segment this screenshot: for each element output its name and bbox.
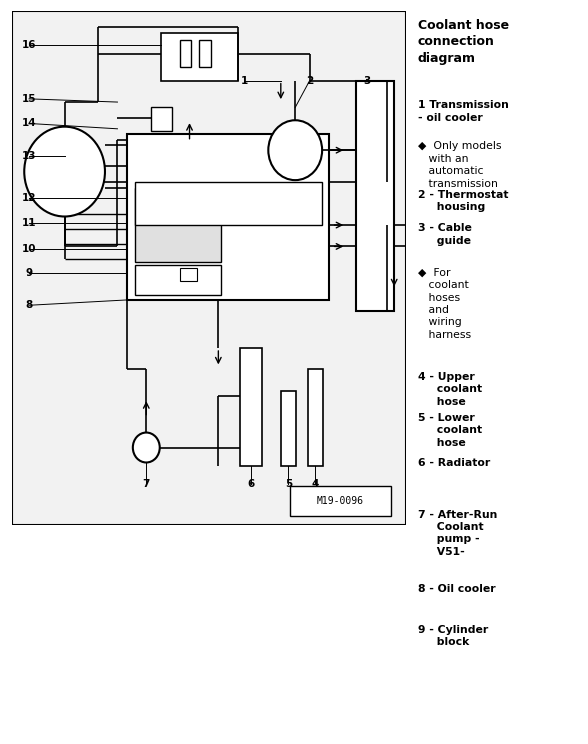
Circle shape <box>133 432 160 463</box>
Text: 9 - Cylinder
     block: 9 - Cylinder block <box>417 625 488 647</box>
Text: 15: 15 <box>22 94 36 104</box>
Bar <box>308 370 323 466</box>
Text: 8 - Oil cooler: 8 - Oil cooler <box>417 584 495 594</box>
Bar <box>151 107 172 131</box>
Text: 5 - Lower
     coolant
     hose: 5 - Lower coolant hose <box>417 413 482 448</box>
Text: 13: 13 <box>22 150 36 161</box>
Bar <box>290 486 391 516</box>
Circle shape <box>268 121 322 180</box>
Text: 2 - Thermostat
     housing: 2 - Thermostat housing <box>417 190 508 212</box>
Text: 7: 7 <box>143 479 150 489</box>
Text: 8: 8 <box>25 301 33 310</box>
Text: 3 - Cable
     guide: 3 - Cable guide <box>417 223 472 246</box>
Text: 11: 11 <box>22 218 36 228</box>
Text: 2: 2 <box>306 76 313 86</box>
Text: 6: 6 <box>248 479 255 489</box>
Circle shape <box>24 126 105 217</box>
Bar <box>158 140 165 148</box>
Bar <box>161 33 238 80</box>
Bar <box>240 348 262 466</box>
Text: 4: 4 <box>312 479 319 489</box>
Bar <box>135 187 221 263</box>
Bar <box>180 40 192 67</box>
Text: 9: 9 <box>25 268 32 278</box>
Text: 16: 16 <box>22 40 36 51</box>
Bar <box>281 391 296 466</box>
Text: 7 - After-Run
     Coolant
     pump -
     V51-: 7 - After-Run Coolant pump - V51- <box>417 510 497 557</box>
Text: 10: 10 <box>22 243 36 254</box>
Text: 5: 5 <box>285 479 292 489</box>
Text: 3: 3 <box>363 76 371 86</box>
Bar <box>180 268 197 280</box>
Bar <box>127 134 329 300</box>
Text: ◆  For
   coolant
   hoses
   and
   wiring
   harness: ◆ For coolant hoses and wiring harness <box>417 268 471 340</box>
Text: 1 Transmission
- oil cooler: 1 Transmission - oil cooler <box>417 100 509 123</box>
Text: 6 - Radiator: 6 - Radiator <box>417 458 490 467</box>
Text: M19-0096: M19-0096 <box>317 496 364 506</box>
Bar <box>356 80 394 311</box>
Text: 12: 12 <box>22 193 36 203</box>
Bar <box>199 40 211 67</box>
Bar <box>135 265 221 295</box>
Text: 14: 14 <box>22 118 36 129</box>
Text: Coolant hose
connection
diagram: Coolant hose connection diagram <box>417 19 509 65</box>
Text: 1: 1 <box>240 76 248 86</box>
Bar <box>135 182 322 225</box>
Text: ◆  Only models
   with an
   automatic
   transmission: ◆ Only models with an automatic transmis… <box>417 141 501 188</box>
Text: 4 - Upper
     coolant
     hose: 4 - Upper coolant hose <box>417 372 482 407</box>
